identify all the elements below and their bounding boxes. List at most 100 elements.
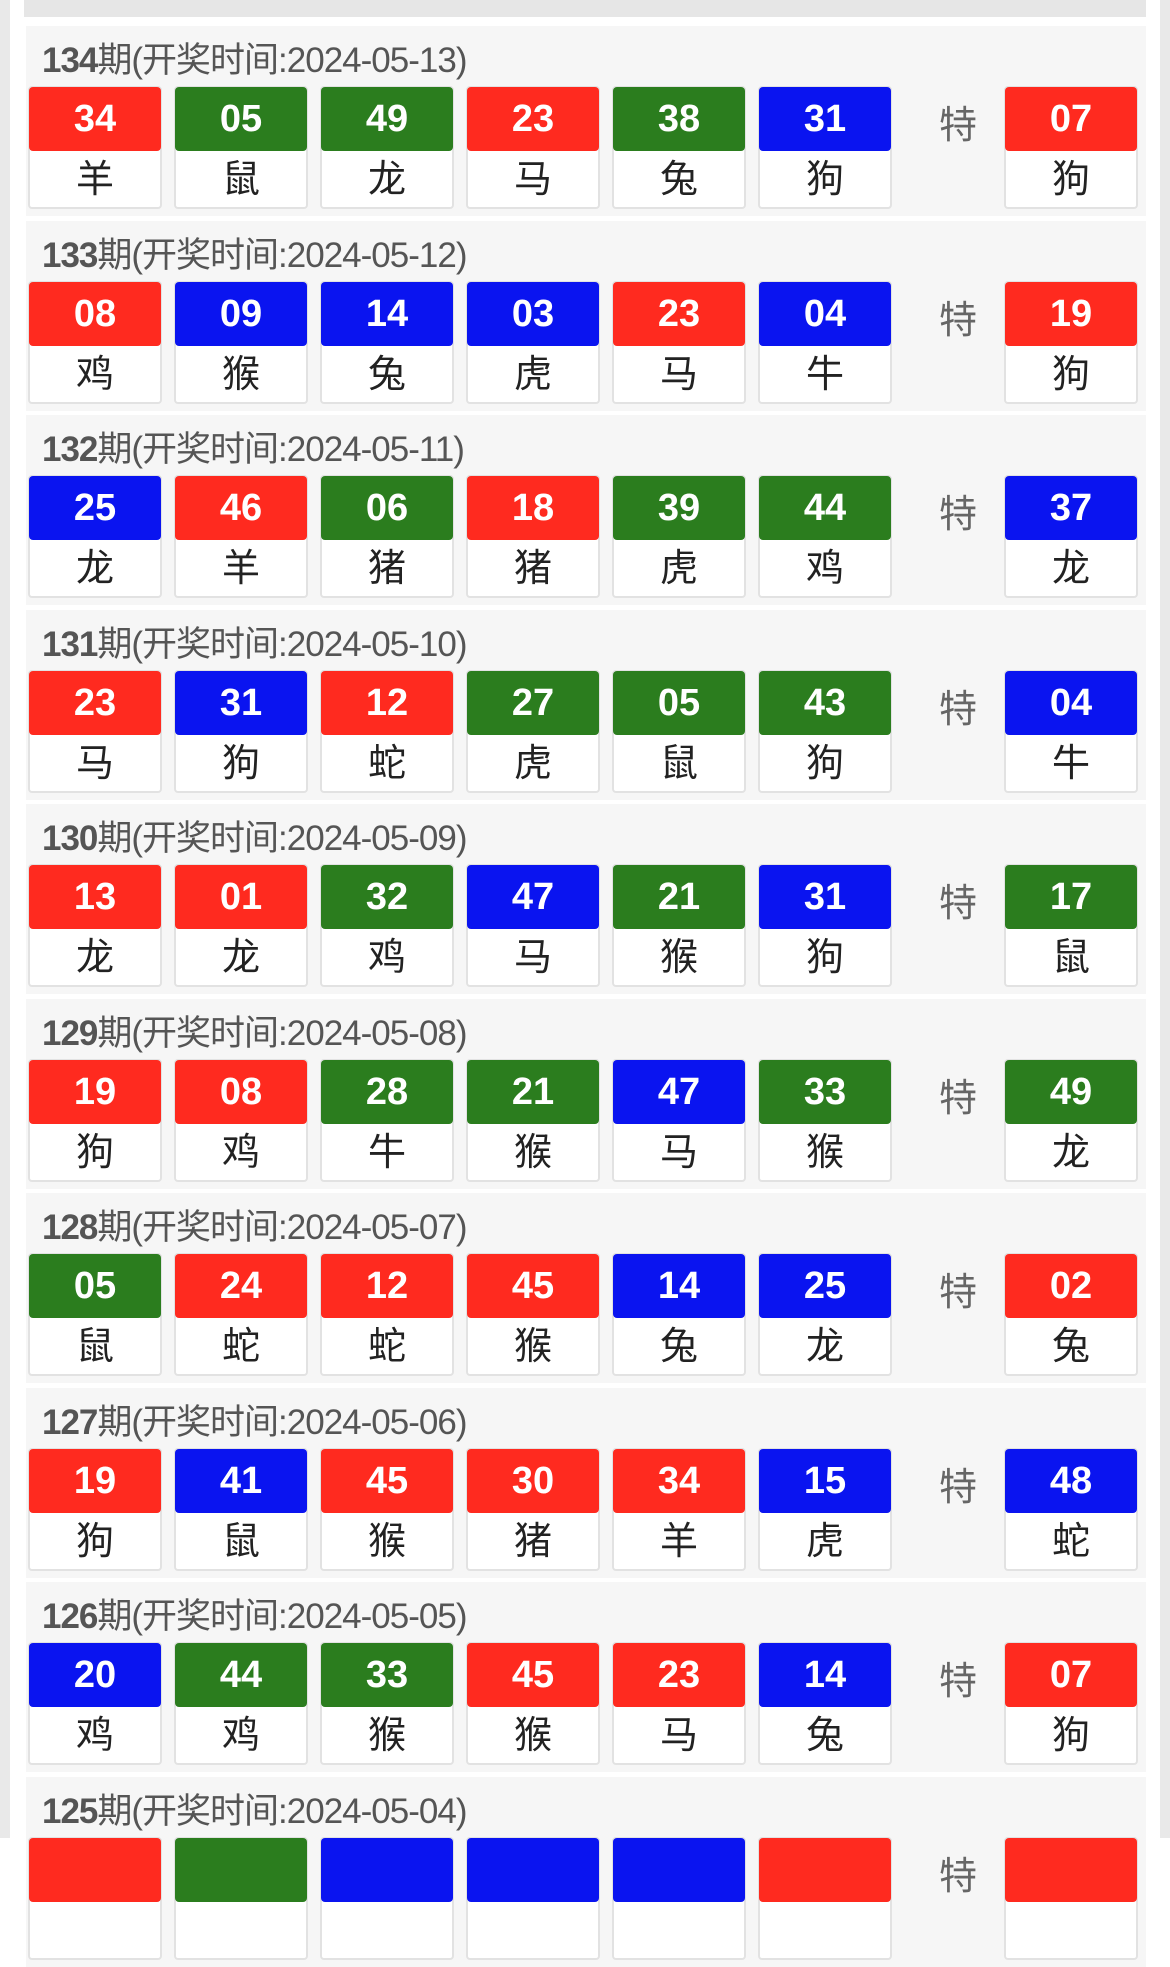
draw-row: 127期(开奖时间:2024-05-06) 19 狗 41 鼠 45 猴 30 … [26, 1387, 1146, 1578]
special-label: 特 [938, 103, 977, 147]
ball-zodiac: 鼠 [1051, 935, 1090, 979]
number-ball: 18 猪 [466, 475, 600, 598]
special-ball [1004, 1836, 1138, 1960]
ball-number: 09 [175, 281, 307, 346]
number-ball: 28 牛 [320, 1058, 454, 1182]
number-ball: 05 鼠 [612, 669, 746, 793]
ball-zodiac [614, 1902, 744, 1959]
period-number: 134 [42, 41, 98, 80]
ball-zodiac: 猴 [805, 1129, 844, 1174]
number-ball: 23 马 [612, 280, 746, 404]
number-ball: 20 鸡 [28, 1642, 162, 1765]
number-ball: 33 猴 [320, 1642, 454, 1765]
ball-number: 34 [29, 87, 161, 151]
period-number: 133 [42, 235, 98, 275]
number-ball: 47 马 [612, 1058, 746, 1182]
ball-number: 05 [613, 670, 745, 735]
special-label: 特 [938, 1853, 977, 1898]
draw-title: 125期(开奖时间:2024-05-04) [42, 1783, 467, 1834]
ball-zodiac [322, 1902, 452, 1959]
draw-title: 132期(开奖时间:2024-05-11) [42, 421, 465, 472]
ball-number: 47 [613, 1059, 745, 1124]
ball-zodiac: 猴 [513, 1129, 552, 1174]
ball-number: 47 [467, 865, 599, 929]
ball-number: 37 [1005, 476, 1137, 540]
ball-number: 18 [467, 476, 599, 540]
ball-zodiac: 龙 [221, 935, 260, 979]
draw-row: 131期(开奖时间:2024-05-10) 23 马 31 狗 12 蛇 27 … [26, 609, 1146, 800]
number-ball: 12 蛇 [320, 669, 454, 793]
ball-number [29, 1837, 161, 1902]
ball-zodiac: 兔 [805, 1713, 844, 1757]
number-ball: 21 猴 [612, 864, 746, 987]
draw-row: 128期(开奖时间:2024-05-07) 05 鼠 24 蛇 12 蛇 45 … [26, 1193, 1146, 1383]
number-ball: 44 鸡 [174, 1642, 308, 1765]
ball-number: 32 [321, 865, 453, 929]
ball-number: 45 [467, 1254, 599, 1318]
number-ball: 27 虎 [466, 669, 600, 793]
draw-row: 126期(开奖时间:2024-05-05) 20 鸡 44 鸡 33 猴 45 … [26, 1582, 1146, 1772]
draw-row: 133期(开奖时间:2024-05-12) 08 鸡 09 猴 14 兔 03 … [26, 220, 1146, 411]
number-ball: 49 龙 [320, 86, 454, 209]
number-ball: 08 鸡 [28, 280, 162, 404]
ball-zodiac: 鸡 [221, 1129, 260, 1174]
ball-number: 39 [613, 476, 745, 540]
ball-zodiac: 鸡 [221, 1713, 260, 1757]
draw-title: 127期(开奖时间:2024-05-06) [42, 1394, 467, 1445]
special-label: 特 [938, 297, 977, 342]
number-ball: 03 虎 [466, 280, 600, 404]
ball-number: 03 [467, 281, 599, 346]
ball-zodiac: 鼠 [659, 740, 698, 785]
ball-zodiac: 蛇 [1051, 1518, 1090, 1563]
number-ball [466, 1836, 600, 1960]
ball-number: 23 [613, 281, 745, 346]
special-label: 特 [938, 1659, 977, 1703]
draw-title: 130期(开奖时间:2024-05-09) [42, 810, 467, 861]
draw-date: 期(开奖时间:2024-05-09) [97, 819, 467, 858]
ball-number: 43 [759, 670, 891, 735]
number-ball [174, 1836, 308, 1960]
special-ball: 04 牛 [1004, 669, 1138, 793]
special-label: 特 [938, 492, 977, 536]
ball-zodiac: 龙 [1051, 546, 1090, 590]
ball-zodiac: 狗 [75, 1129, 114, 1174]
number-ball: 47 马 [466, 864, 600, 987]
ball-zodiac: 蛇 [367, 1324, 406, 1368]
ball-number: 33 [321, 1643, 453, 1707]
ball-number: 19 [1005, 281, 1137, 346]
draw-date: 期(开奖时间:2024-05-05) [97, 1597, 467, 1636]
ball-zodiac: 马 [659, 1129, 698, 1174]
ball-number: 19 [29, 1059, 161, 1124]
ball-number [759, 1837, 891, 1902]
number-ball: 05 鼠 [28, 1253, 162, 1376]
ball-number: 05 [29, 1254, 161, 1318]
number-ball: 33 猴 [758, 1058, 892, 1182]
number-ball: 34 羊 [612, 1447, 746, 1571]
special-ball: 37 龙 [1004, 475, 1138, 598]
number-ball [758, 1836, 892, 1960]
number-ball: 23 马 [28, 669, 162, 793]
number-ball: 38 兔 [612, 86, 746, 209]
number-ball: 32 鸡 [320, 864, 454, 987]
ball-number: 31 [175, 670, 307, 735]
ball-number: 20 [29, 1643, 161, 1707]
ball-number: 14 [759, 1643, 891, 1707]
page-margin-right [1160, 0, 1170, 1838]
number-ball: 43 狗 [758, 669, 892, 793]
draw-title: 128期(开奖时间:2024-05-07) [42, 1199, 467, 1250]
period-number: 127 [42, 1402, 98, 1442]
ball-zodiac: 兔 [659, 157, 698, 201]
number-ball: 39 虎 [612, 475, 746, 598]
ball-number: 01 [175, 865, 307, 929]
special-label: 特 [938, 686, 977, 731]
ball-number: 19 [29, 1448, 161, 1513]
ball-number: 05 [175, 87, 307, 151]
ball-zodiac: 狗 [805, 935, 844, 979]
ball-number: 49 [1005, 1059, 1137, 1124]
special-label: 特 [938, 881, 977, 925]
draw-title: 131期(开奖时间:2024-05-10) [42, 616, 467, 667]
number-ball: 14 兔 [612, 1253, 746, 1376]
ball-zodiac: 狗 [1051, 1713, 1090, 1757]
ball-number: 28 [321, 1059, 453, 1124]
ball-zodiac: 羊 [659, 1518, 698, 1563]
